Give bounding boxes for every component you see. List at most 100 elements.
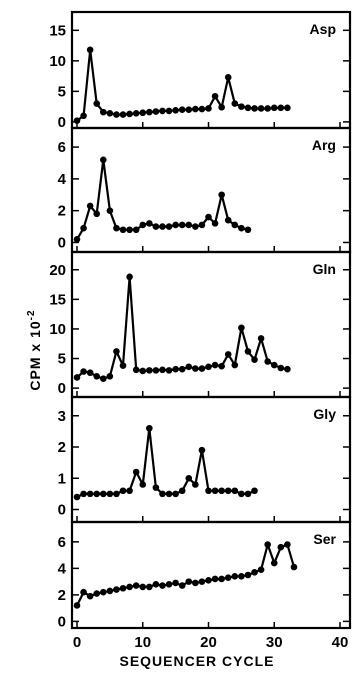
- data-point: [185, 363, 193, 371]
- data-point: [270, 361, 278, 369]
- panel-frame: [70, 126, 352, 254]
- data-point: [113, 348, 120, 355]
- data-point: [106, 587, 114, 595]
- data-point: [132, 226, 140, 234]
- data-point: [211, 575, 219, 583]
- data-point: [257, 566, 265, 573]
- data-point: [192, 579, 199, 587]
- panel-asp: 0 5 10 15 Asp: [49, 10, 352, 131]
- data-point: [224, 74, 232, 81]
- data-point: [264, 105, 271, 112]
- data-point: [244, 104, 252, 112]
- panel-label: Gly: [313, 406, 336, 422]
- data-point: [185, 221, 193, 229]
- data-point: [277, 543, 285, 551]
- y-tick-label: 15: [49, 22, 66, 39]
- data-point: [86, 592, 94, 600]
- data-point: [205, 105, 212, 112]
- data-point: [224, 351, 232, 358]
- data-point: [86, 46, 94, 54]
- data-point: [224, 216, 232, 224]
- x-tick-label: 0: [73, 634, 81, 651]
- data-point: [165, 223, 173, 230]
- data-point: [132, 582, 140, 589]
- data-point: [198, 365, 206, 372]
- data-point: [119, 487, 127, 495]
- series-line-ser: [76, 543, 296, 606]
- x-axis-title: SEQUENCER CYCLE: [119, 653, 274, 669]
- data-point: [172, 365, 179, 373]
- data-point: [178, 487, 186, 495]
- data-point: [205, 363, 212, 371]
- data-point: [106, 110, 114, 117]
- y-tick-label: 0: [58, 502, 66, 519]
- data-point: [231, 573, 239, 580]
- data-point: [159, 366, 166, 374]
- panel-frame: [70, 250, 352, 399]
- data-point: [106, 372, 114, 380]
- y-tick-label: 20: [49, 262, 66, 279]
- y-tick-label: 4: [58, 560, 67, 577]
- data-point: [205, 213, 212, 221]
- data-point: [284, 365, 291, 373]
- data-point: [152, 367, 160, 374]
- data-point: [205, 577, 212, 584]
- data-point: [172, 579, 179, 587]
- data-point: [93, 490, 101, 498]
- data-point: [159, 107, 166, 115]
- series-line-gln: [76, 275, 288, 380]
- x-tick-label: 20: [200, 634, 217, 651]
- data-point: [211, 487, 219, 495]
- panels-group: 0 5 10 15 Asp 0 2 4 6 Arg 0 5 10 15 20 Gln 0 1 2 3 Gly 0 2 4 6 Se…: [49, 10, 352, 630]
- data-point: [172, 106, 179, 114]
- panel-label: Gln: [313, 261, 336, 277]
- x-tick-label: 40: [332, 634, 349, 651]
- data-point: [146, 367, 153, 374]
- data-point: [185, 474, 193, 482]
- panel-frame: [70, 395, 352, 524]
- panel-gly: 0 1 2 3 Gly: [58, 395, 352, 524]
- data-point: [198, 446, 206, 454]
- data-point: [80, 368, 87, 375]
- y-tick-label: 3: [58, 408, 66, 425]
- y-tick-label: 0: [58, 234, 66, 251]
- y-tick-label: 4: [58, 171, 67, 188]
- y-tick-label: 15: [49, 291, 66, 308]
- data-point: [185, 578, 193, 585]
- y-axis-title-text: CPM x 10: [27, 320, 43, 390]
- data-point: [218, 575, 225, 583]
- data-point: [152, 108, 160, 115]
- data-point: [218, 362, 225, 370]
- data-point: [172, 221, 179, 229]
- data-point: [178, 221, 186, 229]
- data-point: [205, 487, 212, 495]
- data-point: [224, 487, 232, 495]
- series-line-gly: [76, 427, 255, 498]
- data-point: [277, 364, 285, 372]
- x-axis: 0 10 20 30 40: [73, 634, 349, 651]
- data-point: [238, 103, 245, 110]
- data-point: [192, 105, 199, 113]
- data-point: [159, 490, 166, 498]
- data-point: [257, 335, 265, 342]
- data-point: [152, 580, 160, 588]
- y-tick-label: 10: [49, 53, 66, 70]
- data-point: [139, 109, 147, 117]
- data-point: [218, 487, 225, 495]
- data-point: [139, 221, 147, 229]
- data-point: [100, 588, 107, 596]
- data-point: [126, 110, 133, 118]
- data-point: [106, 490, 114, 498]
- data-point: [270, 559, 278, 567]
- data-point: [178, 106, 186, 113]
- data-point: [86, 369, 94, 377]
- data-point: [231, 100, 239, 107]
- data-point: [152, 484, 160, 491]
- data-point: [251, 356, 258, 364]
- data-point: [231, 361, 239, 369]
- data-point: [244, 348, 252, 355]
- panel-gln: 0 5 10 15 20 Gln: [49, 250, 352, 399]
- data-point: [100, 375, 107, 382]
- data-point: [172, 490, 179, 498]
